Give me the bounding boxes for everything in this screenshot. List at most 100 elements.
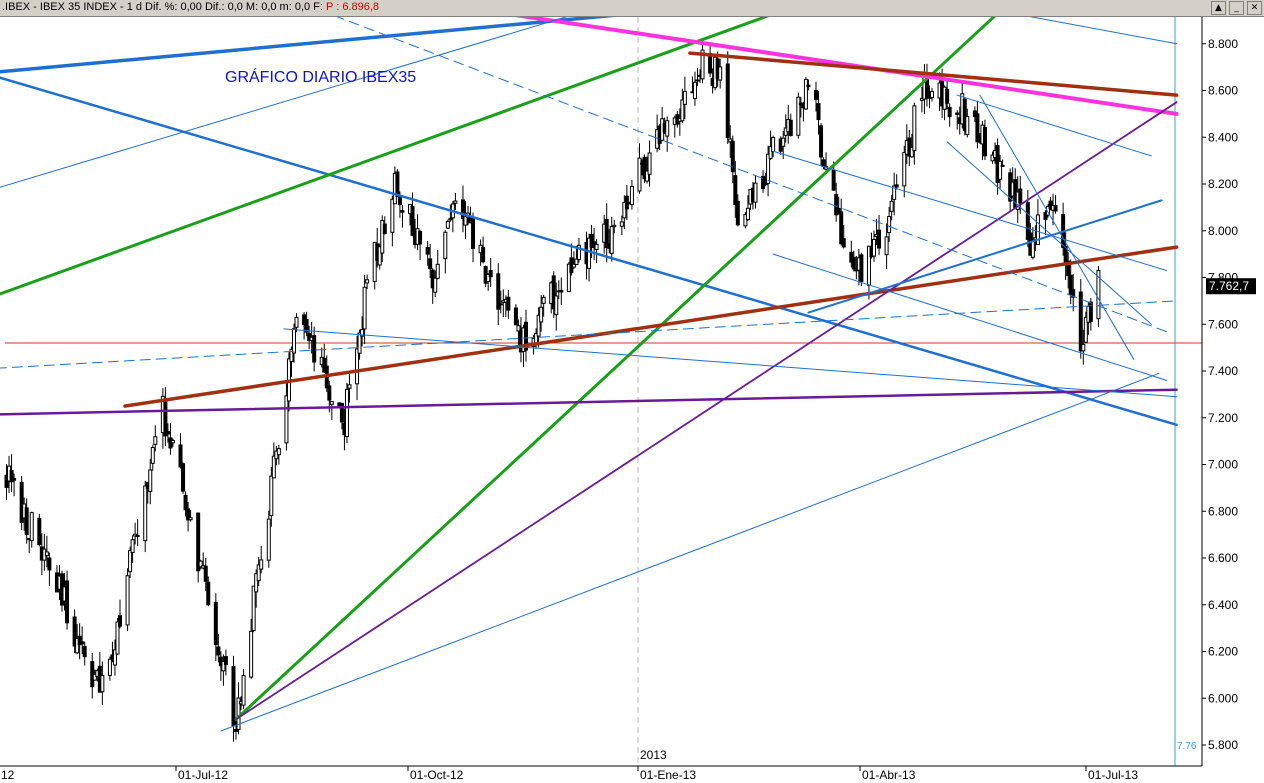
candle	[128, 546, 133, 578]
candle	[594, 239, 599, 263]
candle	[1071, 274, 1076, 312]
candle	[329, 400, 334, 421]
green-trendline	[234, 17, 996, 721]
candle	[718, 58, 723, 89]
candle	[72, 609, 77, 654]
candle	[1043, 210, 1048, 236]
candle	[930, 87, 934, 102]
candle	[395, 168, 400, 198]
candle	[181, 462, 186, 494]
vertical-marker-label: 7.76	[1177, 741, 1197, 752]
candle	[266, 510, 271, 568]
scroll-up-button[interactable]: ▲	[1211, 1, 1226, 15]
candle	[745, 195, 750, 222]
chart-title: GRÁFICO DIARIO IBEX35	[225, 67, 416, 86]
candle	[836, 196, 841, 215]
blue-trendline	[979, 94, 1135, 360]
candle	[647, 140, 652, 187]
x-tick-label: 01-Abr-13	[862, 768, 916, 782]
candle	[234, 721, 238, 740]
candle	[945, 79, 950, 110]
y-tick-label: 6.800	[1208, 504, 1238, 518]
candle	[347, 371, 352, 403]
close-button[interactable]: ✕	[1247, 1, 1262, 15]
candle	[796, 92, 801, 139]
candle	[506, 289, 511, 319]
candle	[892, 172, 897, 216]
candle	[284, 382, 289, 451]
candle	[213, 593, 218, 661]
candle	[425, 241, 430, 266]
candle	[390, 195, 395, 247]
candle	[150, 444, 155, 471]
candle	[118, 599, 122, 629]
candle	[100, 661, 105, 705]
y-tick-label: 8.800	[1208, 37, 1238, 51]
candle	[1048, 196, 1053, 211]
candle	[609, 216, 614, 262]
candle	[622, 195, 627, 230]
window-titlebar[interactable]: .IBEX - IBEX 35 INDEX - 1 d Dif. %: 0,00…	[0, 0, 1264, 17]
candle	[496, 263, 501, 326]
candle	[488, 257, 493, 287]
candle	[887, 206, 892, 242]
candle	[1081, 329, 1086, 365]
year-marker-label: 2013	[640, 748, 667, 762]
blue-trendline	[0, 17, 616, 74]
blue-trendline	[946, 141, 1152, 325]
green-trendline	[0, 17, 770, 296]
candle	[443, 230, 448, 274]
candle	[803, 76, 808, 110]
candle	[753, 175, 758, 209]
window-title: .IBEX - IBEX 35 INDEX - 1 d Dif. %: 0,00…	[2, 1, 380, 13]
candle	[269, 466, 274, 527]
candle	[877, 215, 882, 255]
candle	[216, 634, 221, 663]
candle	[642, 154, 647, 184]
candle	[92, 669, 97, 681]
blue-trendline	[220, 372, 1160, 732]
vertical-markers: 7.76	[637, 17, 1197, 766]
candle	[559, 277, 564, 305]
candle	[382, 216, 387, 235]
candle	[576, 237, 581, 263]
candle	[107, 656, 112, 681]
candle	[629, 180, 634, 210]
minimize-button[interactable]: _	[1229, 1, 1244, 15]
candle	[130, 535, 135, 564]
candle	[183, 491, 188, 517]
candlestick-series	[4, 38, 1101, 742]
candle	[834, 182, 839, 222]
candle	[19, 475, 24, 531]
candle	[435, 250, 440, 280]
candle	[203, 557, 208, 591]
candle	[884, 223, 889, 269]
candle	[460, 185, 465, 233]
y-tick-label: 6.600	[1208, 551, 1238, 565]
candle	[912, 102, 917, 165]
candle	[65, 570, 70, 630]
candle	[554, 282, 559, 331]
candle	[761, 170, 766, 193]
candle	[841, 224, 846, 249]
blue-trendline	[0, 76, 1178, 427]
y-tick-label: 6.000	[1208, 691, 1238, 705]
candle	[1000, 159, 1005, 167]
candle	[377, 243, 382, 270]
candle	[814, 81, 818, 112]
candle	[365, 274, 370, 290]
y-tick-label: 8.000	[1208, 224, 1238, 238]
ibex-chart[interactable]: 7.76 GRÁFICO DIARIO IBEX35 5.800 6.000 6.2…	[0, 17, 1264, 783]
candle	[637, 143, 642, 194]
candle	[360, 316, 365, 347]
candle	[1046, 204, 1050, 218]
candle	[1035, 199, 1040, 246]
candle	[894, 174, 899, 190]
candle	[153, 425, 158, 452]
candle	[82, 641, 87, 666]
candle	[271, 442, 276, 479]
candle	[819, 123, 824, 166]
candle	[816, 91, 821, 135]
candle	[1078, 278, 1083, 359]
candle	[513, 304, 518, 326]
